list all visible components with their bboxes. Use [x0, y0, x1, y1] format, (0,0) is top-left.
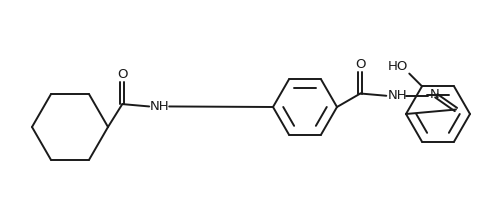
Text: NH: NH — [150, 100, 170, 113]
Text: NH: NH — [387, 89, 407, 102]
Text: HO: HO — [388, 59, 408, 73]
Text: O: O — [355, 58, 366, 70]
Text: N: N — [429, 88, 439, 101]
Text: O: O — [117, 68, 127, 81]
